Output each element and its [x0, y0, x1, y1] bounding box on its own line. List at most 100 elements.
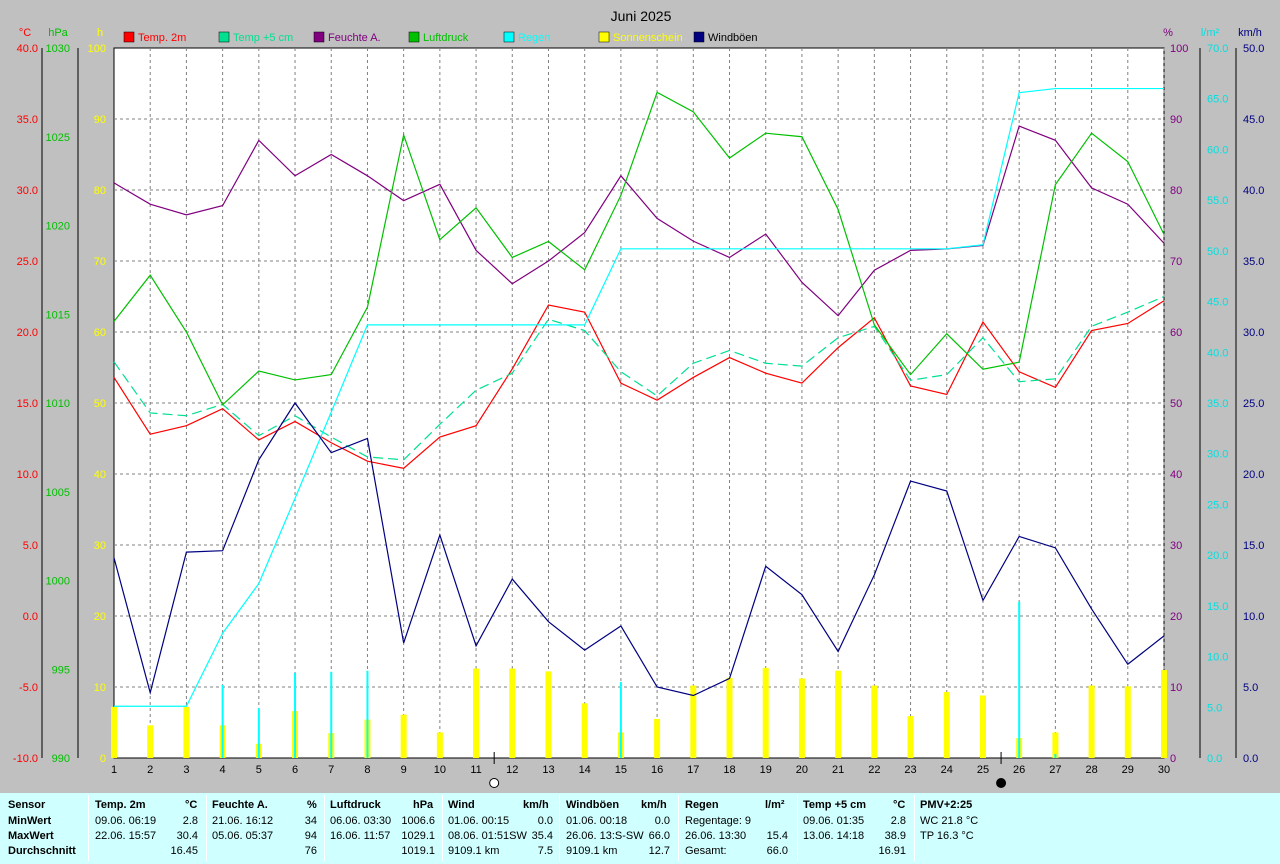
temp-tick-label: 15.0: [17, 398, 38, 410]
rain-bar: [294, 672, 297, 758]
stats-temp5-max-val: 38.9: [884, 830, 906, 842]
hours-tick-label: 30: [94, 540, 106, 552]
sunshine-bar: [907, 716, 914, 758]
wind-tick-label: 35.0: [1243, 256, 1264, 268]
stats-gust-max-val: 66.0: [648, 830, 670, 842]
wind-tick-label: 20.0: [1243, 469, 1264, 481]
legend-swatch: [503, 31, 515, 43]
temp-tick-label: 20.0: [17, 327, 38, 339]
wind-tick-label: 15.0: [1243, 540, 1264, 552]
x-tick-label: 11: [470, 764, 481, 776]
stats-temp5-avg: 16.91: [878, 845, 906, 857]
x-tick-label: 2: [147, 764, 153, 776]
x-tick-label: 28: [1085, 764, 1097, 776]
stats-gust-min-time: 01.06. 00:18: [566, 815, 628, 827]
moon-new-icon: [996, 778, 1007, 788]
stats-gust-unit: km/h: [641, 799, 667, 811]
x-tick-label: 21: [832, 764, 844, 776]
x-tick-label: 12: [506, 764, 518, 776]
humid-tick-label: 10: [1170, 682, 1182, 694]
rain-tick-label: 5.0: [1207, 702, 1222, 714]
stats-sensor-title: Sensor: [8, 799, 46, 811]
humid-unit-label: %: [1163, 27, 1173, 39]
sunshine-bar: [147, 725, 154, 758]
sunshine-bar: [436, 732, 443, 758]
rain-bar: [619, 681, 622, 758]
stats-humid-min-time: 21.06. 16:12: [212, 815, 274, 827]
sunshine-bar: [835, 670, 842, 758]
stats-temp5-max-time: 13.06. 14:18: [803, 830, 865, 842]
temp-tick-label: 30.0: [17, 185, 38, 197]
stats-wind-max-time: 08.06. 01:51SW: [448, 830, 527, 842]
hours-tick-label: 70: [94, 256, 106, 268]
wind-tick-label: 5.0: [1243, 682, 1258, 694]
stats-pmv-wc: WC 21.8 °C: [920, 815, 979, 827]
stats-temp-title: Temp. 2m: [95, 799, 146, 811]
moon-full-icon: [489, 778, 500, 788]
wind-tick-label: 0.0: [1243, 753, 1258, 765]
stats-rain-days: Regentage: 9: [685, 815, 752, 827]
x-tick-label: 29: [1122, 764, 1134, 776]
x-tick-label: 7: [328, 764, 334, 776]
stats-humid-unit: %: [307, 799, 317, 811]
rain-tick-label: 60.0: [1207, 144, 1228, 156]
stats-temp5-title: Temp +5 cm: [803, 799, 867, 811]
humid-tick-label: 20: [1170, 611, 1182, 623]
stats-temp5-unit: °C: [893, 799, 906, 811]
stats-temp-max-time: 22.06. 15:57: [95, 830, 157, 842]
humid-tick-label: 30: [1170, 540, 1182, 552]
x-tick-label: 23: [904, 764, 916, 776]
rain-tick-label: 10.0: [1207, 652, 1228, 664]
x-tick-label: 27: [1049, 764, 1061, 776]
stats-wind-unit: km/h: [523, 799, 549, 811]
x-tick-label: 6: [292, 764, 298, 776]
sunshine-bar: [1088, 685, 1095, 758]
press-tick-label: 1025: [46, 132, 70, 144]
legend-label: Luftdruck: [423, 32, 469, 44]
rain-tick-label: 70.0: [1207, 43, 1228, 55]
wind-tick-label: 45.0: [1243, 114, 1264, 126]
humid-tick-label: 0: [1170, 753, 1176, 765]
legend-label: Regen: [518, 32, 550, 44]
sunshine-bar: [1124, 686, 1131, 758]
sunshine-bar: [654, 718, 661, 758]
humid-tick-label: 100: [1170, 43, 1188, 55]
series-line-temp-5-cm: [113, 295, 1165, 461]
x-tick-label: 10: [434, 764, 446, 776]
press-tick-label: 1030: [46, 43, 70, 55]
press-tick-label: 1015: [46, 309, 70, 321]
sunshine-bar: [509, 668, 516, 758]
series-line-regen: [114, 87, 1164, 707]
stats-press-min-val: 1006.6: [401, 815, 435, 827]
hours-tick-label: 50: [94, 398, 106, 410]
press-tick-label: 1010: [46, 398, 70, 410]
stats-temp5-min-val: 2.8: [890, 815, 906, 827]
legend-label: Temp. 2m: [138, 32, 186, 44]
legend-label: Sonnenschein: [613, 32, 683, 44]
temp-tick-label: 40.0: [17, 43, 38, 55]
stats-press-min-time: 06.06. 03:30: [330, 815, 392, 827]
x-tick-label: 5: [256, 764, 262, 776]
sunshine-bar: [183, 706, 190, 758]
stats-press-title: Luftdruck: [330, 799, 381, 811]
legend-label: Windböen: [708, 32, 758, 44]
stats-rain-max-val: 15.4: [766, 830, 788, 842]
sunshine-bar: [871, 685, 878, 758]
sunshine-bar: [1052, 732, 1059, 758]
x-tick-label: 3: [183, 764, 189, 776]
hours-tick-label: 10: [94, 682, 106, 694]
stats-humid-avg: 76: [304, 845, 317, 857]
press-tick-label: 1005: [46, 487, 70, 499]
x-tick-label: 30: [1158, 764, 1170, 776]
legend-swatch: [313, 31, 325, 43]
stats-gust-avg: 12.7: [648, 845, 670, 857]
sunshine-bar: [400, 714, 407, 758]
x-tick-label: 26: [1013, 764, 1025, 776]
stats-press-avg: 1019.1: [401, 845, 435, 857]
rain-bar: [221, 684, 224, 758]
stats-temp-unit: °C: [185, 799, 198, 811]
x-tick-label: 15: [615, 764, 627, 776]
sunshine-bar: [726, 677, 733, 758]
x-tick-label: 19: [760, 764, 772, 776]
press-tick-label: 1000: [46, 576, 70, 588]
